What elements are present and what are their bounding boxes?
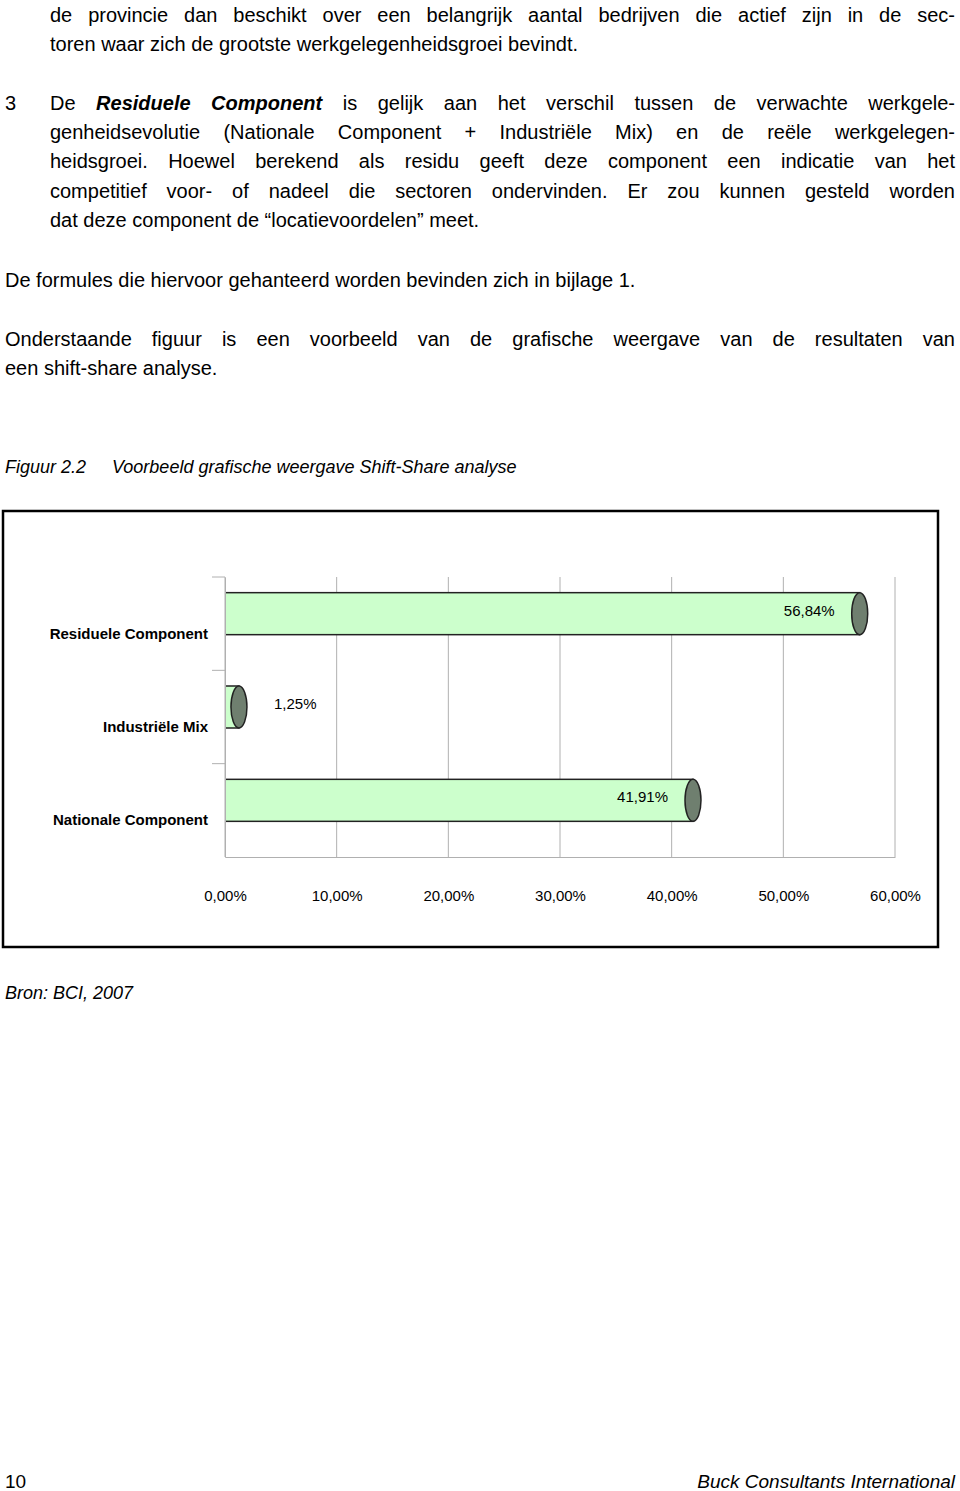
page: 0,00% 10,00% 20,00% 30,00% 40,00% 50,00% 60,00… bbox=[0, 0, 960, 1491]
text-span: De bbox=[50, 92, 96, 114]
x-tick-label: 20,00% bbox=[423, 887, 474, 904]
x-tick: 40,00% bbox=[647, 857, 698, 904]
text-line: genheidsevolutie (Nationale Component + … bbox=[50, 118, 955, 146]
y-tick: Residuele Component bbox=[50, 624, 225, 642]
text-line: dat deze component de “locatievoordelen”… bbox=[50, 206, 955, 234]
y-tick: Industriële Mix bbox=[103, 717, 225, 735]
emphasis: Residuele Component bbox=[96, 92, 322, 114]
bar bbox=[225, 779, 693, 821]
x-tick: 20,00% bbox=[423, 857, 474, 904]
bar bbox=[225, 593, 860, 635]
page-number: 10 bbox=[5, 1468, 26, 1491]
data-label: 56,84% bbox=[784, 602, 835, 619]
x-tick-label: 40,00% bbox=[647, 887, 698, 904]
x-tick: 30,00% bbox=[535, 857, 586, 904]
figure-number: Figuur 2.2 bbox=[5, 453, 86, 481]
bar-cap bbox=[852, 593, 868, 635]
grid-line bbox=[225, 577, 226, 857]
text-line: toren waar zich de grootste werkgelegenh… bbox=[50, 30, 955, 58]
data-label: 41,91% bbox=[617, 788, 668, 805]
x-tick-label: 0,00% bbox=[204, 887, 247, 904]
y-tick-label: Residuele Component bbox=[50, 625, 208, 642]
source: Bron: BCI, 2007 bbox=[5, 979, 133, 1007]
x-tick-label: 50,00% bbox=[758, 887, 809, 904]
y-axis: Residuele Component Industriële Mix Nation… bbox=[50, 578, 226, 858]
x-tick-label: 30,00% bbox=[535, 887, 586, 904]
figure-caption: Voorbeeld grafische weergave Shift-Share… bbox=[112, 453, 517, 481]
grid bbox=[212, 577, 895, 857]
text-span: is gelijk aan het verschil tussen de ver… bbox=[322, 92, 955, 114]
y-tick-label: Nationale Component bbox=[53, 811, 208, 828]
text-line: een shift-share analyse. bbox=[5, 354, 955, 382]
text-line: heidsgroei. Hoewel berekend als residu g… bbox=[50, 147, 955, 175]
text-line: de provincie dan beschikt over een belan… bbox=[50, 1, 955, 29]
x-tick: 0,00% bbox=[204, 857, 247, 904]
data-label: 1,25% bbox=[274, 695, 317, 712]
text-line: competitief voor- of nadeel die sectoren… bbox=[50, 177, 955, 205]
band-separator bbox=[212, 670, 225, 671]
x-tick-label: 60,00% bbox=[870, 887, 921, 904]
y-axis-line bbox=[225, 578, 226, 858]
band-separator bbox=[212, 763, 225, 764]
text-line: Onderstaande figuur is een voorbeeld van… bbox=[5, 325, 955, 353]
publisher: Buck Consultants International bbox=[697, 1468, 955, 1491]
list-marker: 3 bbox=[5, 89, 16, 117]
text-line: De Residuele Component is gelijk aan het… bbox=[50, 89, 955, 117]
bar-cap bbox=[231, 686, 247, 728]
y-tick-label: Industriële Mix bbox=[103, 718, 209, 735]
x-tick: 60,00% bbox=[870, 857, 921, 904]
band-separator bbox=[212, 577, 225, 578]
bar-cap bbox=[685, 779, 701, 821]
x-tick-label: 10,00% bbox=[312, 887, 363, 904]
text-line: De formules die hiervoor gehanteerd word… bbox=[5, 266, 955, 294]
x-tick: 10,00% bbox=[312, 857, 363, 904]
bars bbox=[225, 593, 868, 822]
x-axis: 0,00% 10,00% 20,00% 30,00% 40,00% 50,00% 60,00… bbox=[204, 857, 921, 904]
grid-line bbox=[895, 577, 896, 857]
chart-frame bbox=[3, 511, 938, 947]
y-tick: Nationale Component bbox=[53, 810, 225, 828]
data-labels: 56,84% 1,25% 41,91% bbox=[274, 602, 835, 806]
x-axis-line bbox=[226, 857, 896, 858]
x-tick: 50,00% bbox=[758, 857, 809, 904]
